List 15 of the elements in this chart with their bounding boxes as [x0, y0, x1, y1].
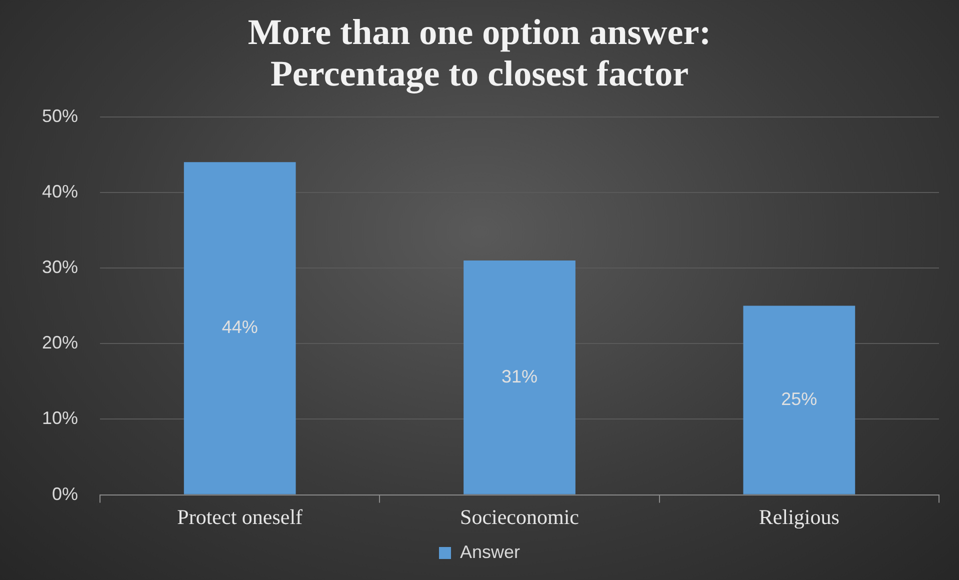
y-tick-label: 50%: [42, 106, 78, 126]
data-label: 31%: [502, 366, 538, 386]
x-tick-label: Protect oneself: [177, 504, 303, 529]
data-label: 44%: [222, 317, 258, 338]
y-tick-label: 40%: [42, 181, 78, 202]
x-tick-label: Socieconomic: [460, 504, 579, 529]
data-label: 25%: [781, 389, 818, 410]
text: More than one option answer:: [248, 12, 712, 52]
y-tick-label: 20%: [42, 332, 78, 353]
y-tick-label: 30%: [42, 256, 78, 277]
legend-label: Answer: [460, 542, 520, 562]
x-tick-label: Religious: [758, 504, 840, 529]
y-tick-label: 10%: [42, 408, 78, 428]
text: Percentage to closest factor: [270, 53, 689, 94]
y-tick-label: 0%: [52, 484, 78, 504]
